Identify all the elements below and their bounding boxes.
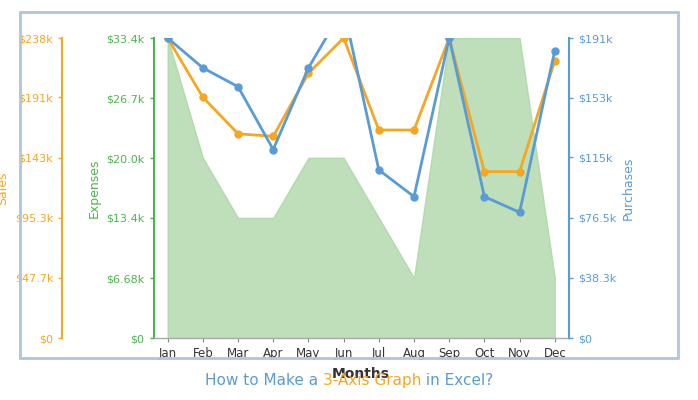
Text: How to Make a 3-Axis Graph in Excel?: How to Make a 3-Axis Graph in Excel?: [0, 399, 1, 400]
Text: in Excel?: in Excel?: [421, 373, 493, 388]
Y-axis label: Expenses: Expenses: [88, 158, 101, 218]
Text: How to Make a: How to Make a: [205, 373, 322, 388]
Y-axis label: Sales: Sales: [0, 171, 9, 205]
Text: 3-Axis Graph: 3-Axis Graph: [322, 373, 421, 388]
Y-axis label: Purchases: Purchases: [622, 156, 634, 220]
X-axis label: Months: Months: [332, 367, 390, 381]
